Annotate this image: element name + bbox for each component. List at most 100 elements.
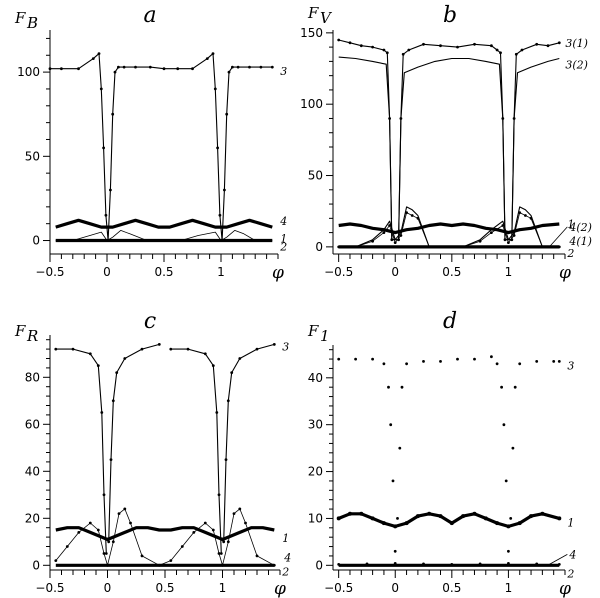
data-point <box>354 357 357 361</box>
data-point <box>169 347 173 351</box>
data-point <box>500 385 503 389</box>
data-point <box>97 52 101 55</box>
data-point <box>535 360 539 363</box>
data-point <box>439 44 442 48</box>
data-point <box>509 517 513 520</box>
data-point <box>109 458 113 461</box>
data-point <box>77 531 81 534</box>
curve-label: 1 <box>280 233 287 246</box>
curve-label: 4(2) <box>568 221 592 234</box>
data-point <box>404 521 409 526</box>
data-point <box>213 87 217 91</box>
y-tick-label: 0 <box>315 558 323 572</box>
y-axis-label-subscript: V <box>320 9 333 27</box>
data-point <box>557 41 561 45</box>
data-point <box>91 57 95 60</box>
data-point <box>60 67 63 71</box>
x-axis-label: φ <box>559 579 571 598</box>
data-point <box>422 42 425 46</box>
data-point <box>416 216 420 220</box>
x-tick-label: 0.5 <box>442 581 461 595</box>
x-tick-label: −0.5 <box>324 581 353 595</box>
y-axis-label: F <box>307 4 319 22</box>
curve-label: 3 <box>567 359 574 372</box>
curve-label: 4(1) <box>568 235 592 248</box>
y-axis-label: F <box>307 322 319 340</box>
chart-panel-c: 0 20 40 60 80 −0.5 0 0.5 1 φ F Rc 3 4 1 2 <box>14 309 291 598</box>
data-point <box>102 552 106 555</box>
data-point <box>422 360 425 363</box>
x-tick-label: −0.5 <box>324 265 353 279</box>
data-point <box>438 514 443 519</box>
x-tick-label: 0 <box>391 581 399 595</box>
data-point <box>388 224 391 227</box>
data-point <box>134 65 137 69</box>
data-point <box>192 531 196 534</box>
x-tick-label: 0 <box>103 265 111 279</box>
data-point <box>518 362 522 366</box>
y-tick-label: 0 <box>32 558 40 572</box>
series-2: 2 <box>55 563 289 578</box>
data-point <box>371 357 374 361</box>
data-point <box>211 52 215 55</box>
data-point <box>410 214 414 217</box>
data-point <box>449 521 454 526</box>
data-point <box>552 360 556 363</box>
x-tick-label: 0.5 <box>442 265 461 279</box>
data-point <box>140 554 144 558</box>
data-point <box>439 360 442 363</box>
data-point <box>129 521 132 525</box>
data-point <box>123 357 127 360</box>
data-point <box>359 44 363 48</box>
curve-label: 3 <box>280 65 287 78</box>
data-point <box>225 112 229 116</box>
series-line <box>170 348 222 554</box>
data-point <box>540 511 545 516</box>
series-4: 4 <box>55 215 287 229</box>
data-point <box>504 479 508 483</box>
data-point <box>102 146 105 150</box>
data-point <box>389 423 393 427</box>
data-point <box>427 511 432 516</box>
data-point <box>490 355 493 359</box>
data-point <box>244 521 247 525</box>
y-tick-label: 0 <box>32 234 40 248</box>
series-3: 3 <box>48 52 287 242</box>
series-2: 2 <box>338 245 574 260</box>
data-point <box>391 479 395 483</box>
data-point <box>107 540 111 544</box>
series-1: 1 <box>55 526 289 545</box>
data-point <box>226 540 230 544</box>
y-axis-label-subscript: 1 <box>320 327 330 345</box>
series-line <box>55 218 273 229</box>
panel-title: b <box>443 3 457 28</box>
data-point <box>405 211 408 215</box>
data-point <box>371 239 374 243</box>
data-point <box>122 65 126 69</box>
series-line <box>55 508 275 566</box>
x-tick-label: −0.5 <box>35 581 64 595</box>
data-point <box>191 67 194 71</box>
data-point <box>100 411 104 414</box>
data-point <box>180 545 184 548</box>
series-4: 4 <box>54 507 291 567</box>
x-tick-label: 1 <box>219 581 227 595</box>
data-point <box>473 357 476 361</box>
data-point <box>169 559 173 562</box>
data-point <box>387 385 390 389</box>
data-point <box>401 52 405 56</box>
y-tick-label: 30 <box>308 418 323 432</box>
series-2: 2 <box>338 563 574 580</box>
data-point <box>222 540 226 544</box>
data-point <box>270 65 274 69</box>
data-point <box>48 67 52 71</box>
data-point <box>336 516 341 521</box>
data-point <box>255 347 259 351</box>
curve-label: 2 <box>279 241 287 254</box>
data-point <box>88 521 92 525</box>
data-point <box>259 65 263 69</box>
data-point <box>140 347 144 351</box>
